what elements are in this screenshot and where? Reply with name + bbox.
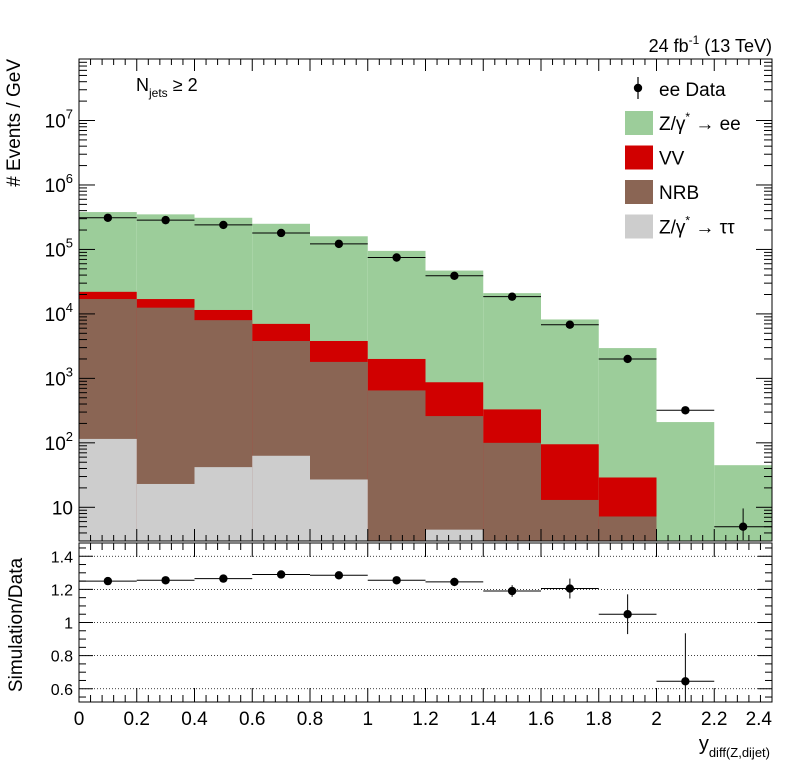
legend-swatch-3 (625, 180, 653, 204)
selection-label: Njets ≥ 2 (136, 75, 198, 100)
ratio-point-4 (334, 571, 344, 580)
x-tick-label-0: 0 (74, 709, 85, 730)
ratio-point-10 (681, 677, 690, 686)
data-point-2 (219, 220, 228, 230)
legend-marker-data (633, 83, 643, 93)
data-point-10 (681, 406, 690, 415)
y-tick-label-5: 106 (45, 171, 73, 197)
ratio-y-axis-title: Simulation/Data (6, 558, 27, 693)
x-tick-label-10: 2 (651, 709, 662, 730)
legend-label-3: NRB (659, 183, 699, 204)
ratio-point-0 (103, 576, 113, 586)
data-point-5 (392, 253, 401, 262)
stack-bar-z--2 (194, 467, 253, 541)
upper-panel: 10 102 103 104 105 106 107 # Events / GeV 24 fb-… (4, 33, 773, 542)
data-point-7 (507, 292, 517, 301)
stack-bar-z--3 (252, 455, 310, 541)
legend-label-0: ee Data (659, 80, 726, 101)
stack-bar-nrb-5 (367, 390, 426, 541)
x-tick-label-5: 1 (362, 709, 373, 730)
legend-label-1: Z/γ* → ee (659, 110, 741, 135)
stack-bar-z--1 (136, 483, 195, 541)
x-tick-label-6: 1.2 (412, 709, 438, 730)
x-tick-label-8: 1.6 (528, 709, 554, 730)
ratio-point-2 (219, 574, 228, 583)
x-tick-label-12: 2.4 (746, 709, 773, 730)
luminosity-label: 24 fb-1 (13 TeV) (649, 33, 772, 56)
legend-swatch-2 (625, 145, 653, 170)
y-tick-label-1: 102 (45, 429, 73, 455)
legend-label-2: VV (659, 149, 685, 170)
ratio-y-tick-label-1: 0.8 (51, 649, 73, 666)
y-axis-title: # Events / GeV (4, 59, 25, 187)
stack-bar-nrb-6 (425, 416, 484, 541)
x-tick-label-2: 0.4 (181, 709, 208, 730)
y-tick-label-6: 107 (45, 107, 73, 133)
data-point-0 (103, 213, 113, 222)
legend-swatch-4 (625, 214, 653, 239)
data-point-9 (623, 354, 632, 364)
x-tick-label-7: 1.4 (470, 709, 497, 730)
x-tick-label-1: 0.2 (124, 709, 150, 730)
y-tick-label-3: 104 (45, 300, 73, 326)
ratio-point-5 (392, 576, 401, 585)
stack-bar-z-ee-10 (656, 422, 715, 541)
data-point-6 (450, 271, 459, 281)
ratio-point-8 (565, 584, 575, 593)
stack-bar-nrb-8 (541, 499, 599, 541)
ratio-y-tick-label-2: 1 (64, 616, 73, 633)
data-point-4 (334, 239, 344, 249)
ratio-point-7 (507, 586, 517, 596)
stack-bar-nrb-7 (483, 442, 541, 541)
stack-bar-z--6 (425, 529, 484, 541)
stack-bar-z--0 (79, 438, 137, 541)
ratio-point-3 (276, 570, 286, 579)
data-point-3 (276, 228, 286, 238)
data-point-11 (738, 522, 748, 531)
data-point-1 (161, 215, 170, 225)
ratio-y-tick-label-0: 0.6 (51, 682, 73, 699)
ratio-plot-area (79, 543, 772, 702)
y-tick-label-0: 10 (52, 498, 73, 519)
legend-swatch-1 (625, 111, 653, 135)
ratio-y-tick-label-3: 1.2 (51, 582, 73, 599)
ratio-point-9 (623, 610, 632, 619)
x-tick-label-9: 1.8 (586, 709, 612, 730)
x-axis-title: ydiff(Z,dijet) (699, 733, 770, 760)
stack-bar-z--4 (310, 479, 368, 541)
data-point-8 (565, 320, 575, 329)
ratio-point-6 (450, 577, 459, 587)
stack-bar-nrb-9 (598, 516, 657, 541)
legend-label-4: Z/γ* → ττ (659, 214, 735, 239)
x-tick-label-4: 0.8 (297, 709, 323, 730)
x-tick-label-3: 0.6 (239, 709, 265, 730)
y-tick-label-2: 103 (45, 364, 73, 390)
ratio-panel: 0.6 0.8 1 1.2 1.4 0 0.2 0.4 0.6 0.8 1 1.2 1.4 1.6 1.8 2… (6, 542, 773, 760)
x-tick-label-11: 2.2 (701, 709, 727, 730)
ratio-y-tick-label-4: 1.4 (51, 549, 73, 566)
y-tick-label-4: 105 (45, 235, 73, 261)
ratio-point-1 (161, 576, 170, 585)
